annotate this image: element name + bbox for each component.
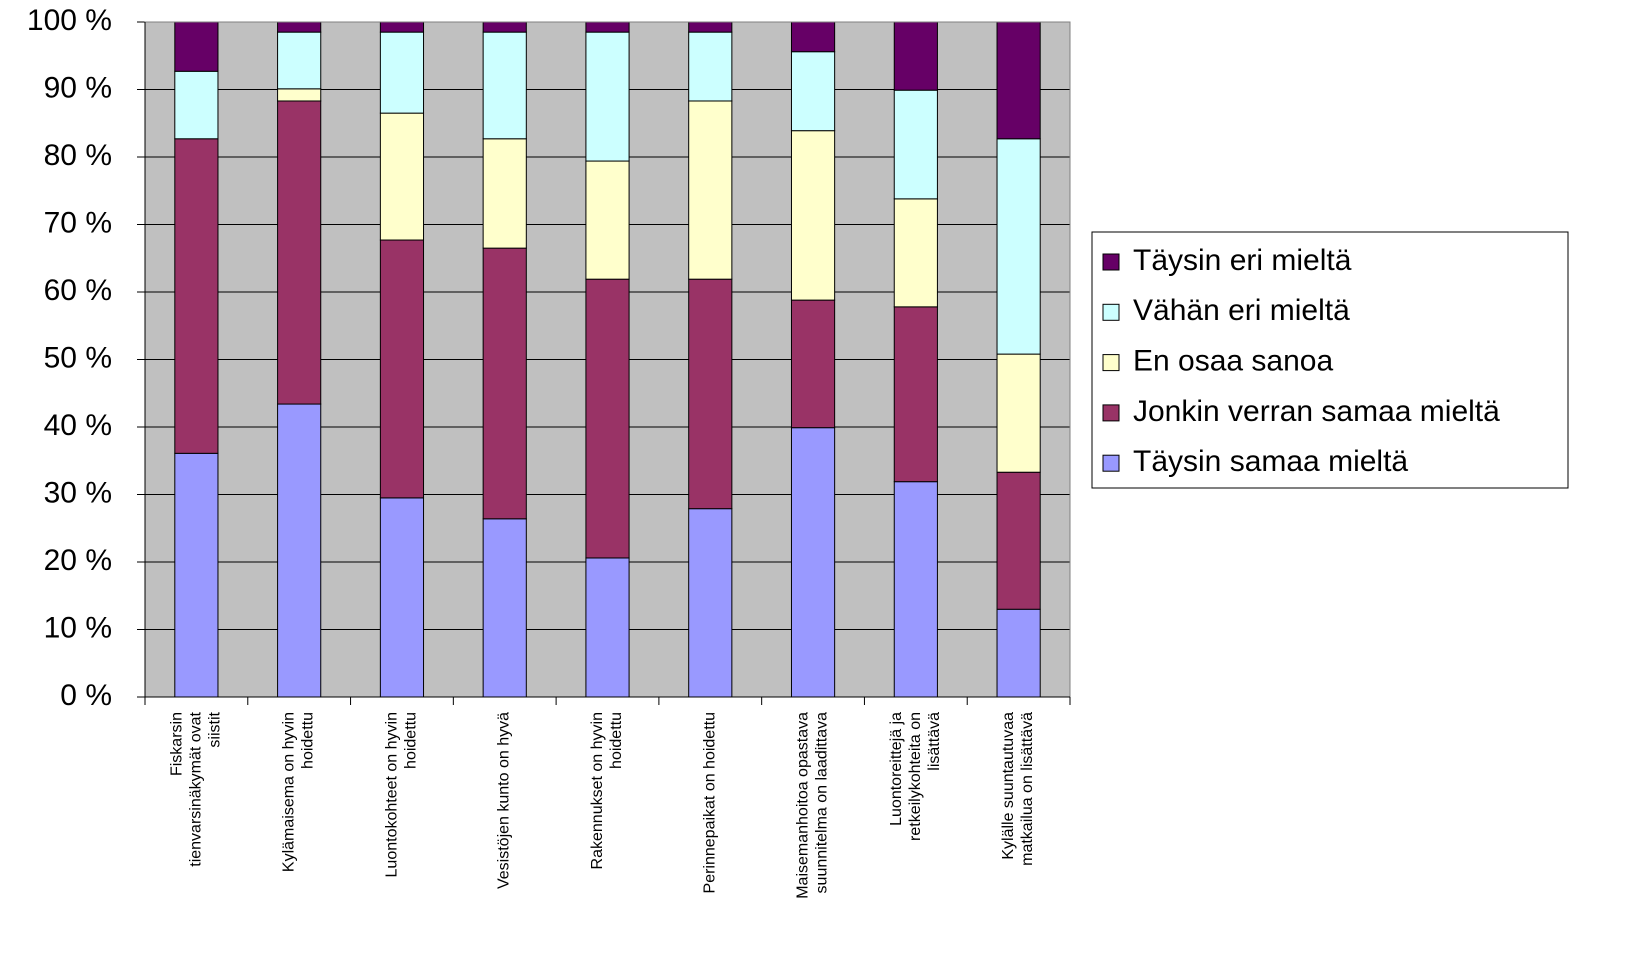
bar-segment [585,557,630,698]
y-tick-label: 50 % [44,341,112,374]
bar-segment [379,31,425,114]
bar-segment [174,138,219,454]
bar-segment [893,306,938,483]
bar-segment [996,138,1041,355]
bar-segment [790,299,836,429]
bar-segment [277,31,322,90]
bar-segment [174,70,219,140]
bar-segment [585,278,630,559]
bar-segment [585,21,630,33]
bar-segment [893,21,938,91]
bar-segment [379,21,425,33]
bar-segment [688,508,733,698]
bar-segment [996,21,1041,140]
x-tick-label: Luontoreittejä ja retkeilykohteita on lisä… [888,712,943,841]
bar-segment [688,100,733,280]
bar-segment [790,51,836,132]
bar-segment [277,21,322,33]
bar-segment [277,88,322,102]
y-tick-label: 20 % [44,544,112,577]
bar-segment [790,427,836,698]
legend-label: Täysin samaa mieltä [1133,445,1408,478]
legend-swatch [1102,354,1120,372]
bar-segment [585,160,630,280]
bar-segment [482,518,527,698]
bar-segment [174,21,219,72]
legend-swatch [1102,454,1120,472]
x-tick-label: Kylälle suuntautuvaa matkailua on lisättä… [1000,712,1036,866]
bar-segment [585,31,630,162]
x-tick-label: Luontokohteet on hyvin hoidettu [384,712,420,877]
x-tick-label: Fiskarsin tienvarsinäkymät ovat siistit [169,711,224,866]
legend-swatch [1102,253,1120,271]
bar-segment [482,138,527,249]
legend-label: En osaa sanoa [1133,345,1333,378]
bar-segment [790,21,836,53]
y-tick-label: 40 % [44,409,112,442]
y-tick-label: 60 % [44,274,112,307]
y-tick-label: 100 % [27,4,112,37]
y-tick-label: 90 % [44,71,112,104]
bar-segment [277,100,322,405]
legend-label: Vähän eri mieltä [1133,294,1350,327]
bar-segment [379,112,425,241]
y-tick-label: 10 % [44,611,112,644]
bar-segment [482,247,527,520]
bar-segment [688,31,733,102]
bar-segment [996,608,1041,698]
bar-segment [482,31,527,140]
bar-segment [893,89,938,200]
legend-label: Jonkin verran samaa mieltä [1133,395,1500,428]
x-tick-label: Rakennukset on hyvin hoidettu [589,712,625,869]
bar-segment [688,21,733,33]
bar-segment [482,21,527,33]
x-tick-label: Kylämaisema on hyvin hoidettu [281,712,317,872]
bar-segment [174,452,219,698]
bar-segment [277,403,322,698]
bar-segment [379,497,425,698]
legend-box [1091,231,1569,489]
bar-segment [379,239,425,499]
bar-segment [688,278,733,510]
bar-segment [893,198,938,308]
y-tick-label: 70 % [44,206,112,239]
y-tick-label: 80 % [44,139,112,172]
x-tick-label: Vesistöjen kunto on hyvä [496,712,513,889]
bar-segment [893,481,938,698]
bar-segment [996,471,1041,610]
y-tick-label: 30 % [44,476,112,509]
y-tick-label: 0 % [60,679,112,712]
legend-label: Täysin eri mieltä [1133,244,1352,277]
legend-swatch [1102,404,1120,422]
bar-segment [790,130,836,301]
x-tick-label: Perinnepaikat on hoidettu [701,712,718,893]
legend-swatch [1102,303,1120,321]
bar-segment [996,353,1041,473]
x-tick-label: Maisemanhoitoa opastava suunnitelma on la… [795,712,831,899]
